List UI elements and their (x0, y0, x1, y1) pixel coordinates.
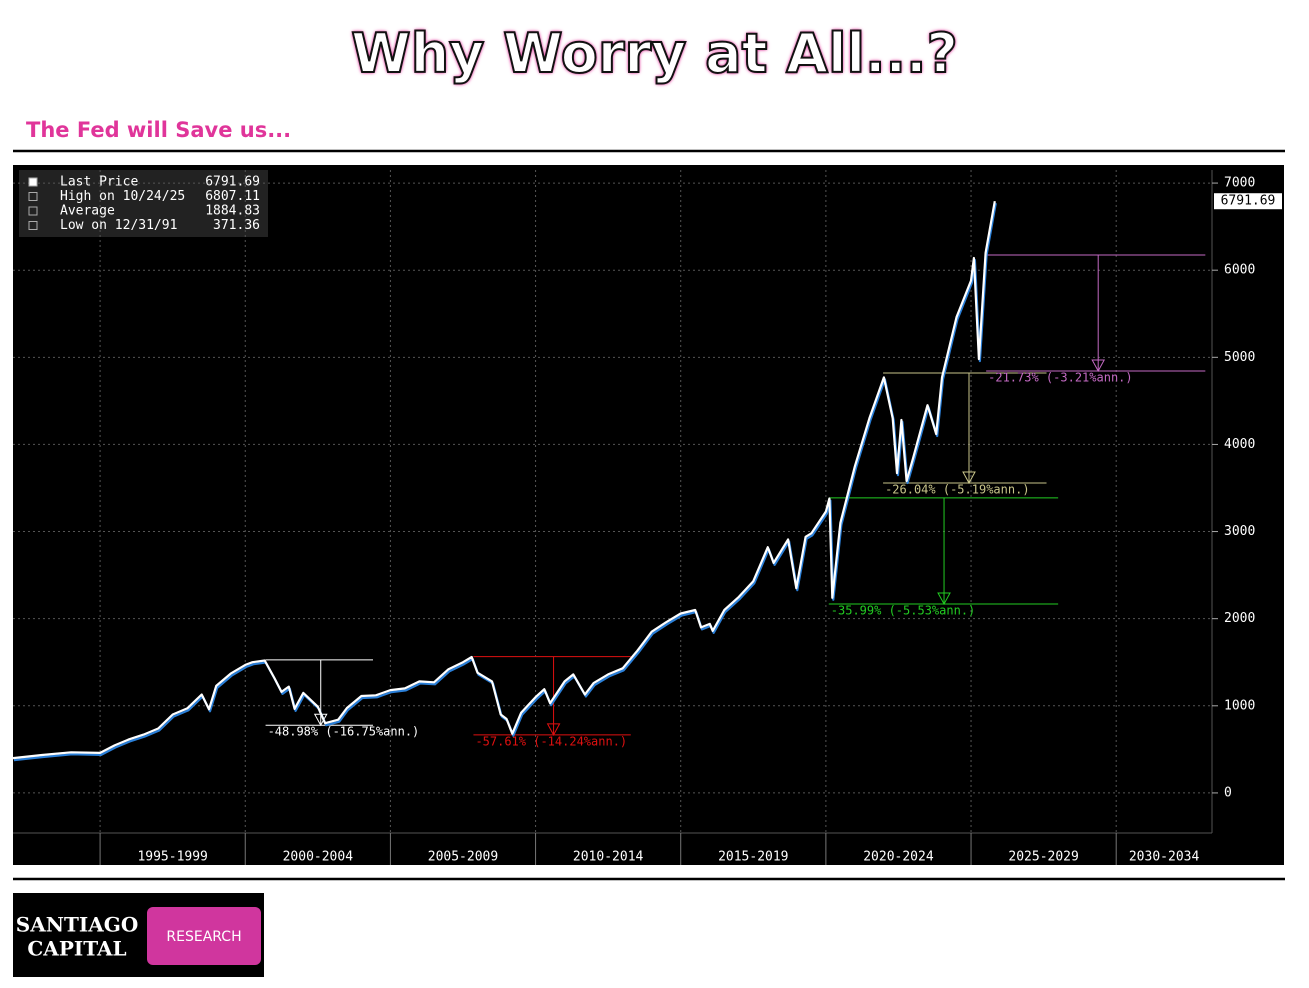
subtitle: The Fed will Save us... (26, 118, 292, 142)
y-tick-label: 2000 (1224, 611, 1255, 626)
x-tick-label: 2000-2004 (283, 850, 354, 865)
chart-background (13, 165, 1284, 865)
legend-label: High on 10/24/25 (60, 189, 185, 204)
legend-value: 371.36 (213, 218, 260, 233)
logo-text: SANTIAGO (16, 913, 139, 937)
y-tick-label: 6000 (1224, 263, 1255, 278)
legend-label: Average (60, 204, 115, 219)
legend-value: 6807.11 (205, 189, 260, 204)
legend-icon (28, 206, 38, 216)
legend-label: Last Price (60, 175, 138, 190)
x-tick-label: 2025-2029 (1008, 850, 1078, 865)
price-tag (1214, 193, 1282, 210)
drawdown-label: -35.99% (-5.53%ann.) (831, 603, 976, 617)
legend-icon (28, 177, 38, 187)
legend-label: Low on 12/31/91 (60, 218, 177, 233)
y-tick-label: 0 (1224, 785, 1232, 800)
badge-text: RESEARCH (166, 929, 241, 945)
price-tag-label: 6791.69 (1221, 194, 1276, 209)
y-tick-label: 4000 (1224, 437, 1255, 452)
arrow-head (1091, 359, 1106, 373)
arrow-head (546, 723, 561, 736)
y-tick-label: 3000 (1224, 524, 1255, 539)
badge (147, 907, 261, 965)
drawdown-label: -21.73% (-3.21%ann.) (988, 370, 1133, 384)
x-tick-label: 1995-1999 (137, 850, 207, 865)
legend-icon (28, 192, 38, 201)
drawdown-label: -48.98% (-16.75%ann.) (268, 725, 420, 739)
x-tick-label: 2015-2019 (718, 850, 788, 865)
drawdown-label: -57.61% (-14.24%ann.) (475, 734, 627, 748)
arrow-head (962, 471, 976, 485)
arrow-head (937, 592, 951, 606)
price-line (12, 201, 996, 760)
y-tick-label: 5000 (1224, 350, 1255, 365)
x-tick-label: 2020-2024 (863, 850, 934, 865)
legend-value: 1884.83 (205, 204, 260, 219)
drawdown-label: -26.04% (-5.19%ann.) (885, 483, 1030, 497)
title: Why Worry at All...? (350, 21, 959, 86)
x-tick-label: 2010-2014 (573, 850, 644, 865)
legend-value: 6791.69 (205, 175, 260, 190)
legend-icon (28, 221, 38, 230)
y-tick-label: 7000 (1224, 176, 1255, 191)
logo-text: CAPITAL (27, 937, 126, 961)
x-tick-label: 2005-2009 (428, 850, 498, 865)
y-tick-label: 1000 (1224, 698, 1255, 713)
x-tick-label: 2030-2034 (1129, 850, 1200, 865)
legend-box (19, 170, 268, 237)
